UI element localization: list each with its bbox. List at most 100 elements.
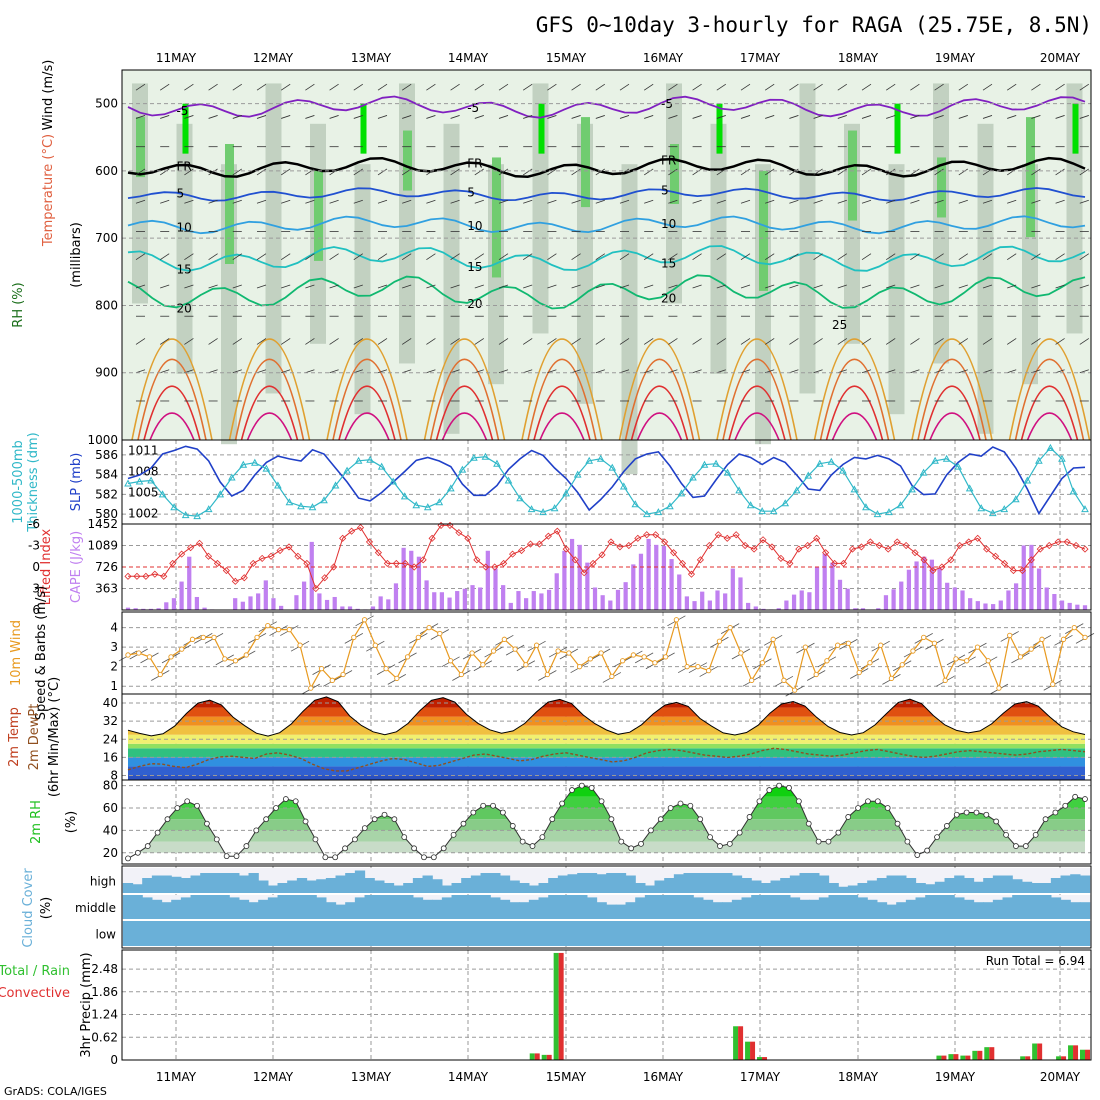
cloud-middle-bar-46 <box>567 895 578 919</box>
cloud-high-bar-78 <box>876 878 888 893</box>
cloud-high-bar-82 <box>915 883 926 893</box>
xsection-contour-label-3-2: 10 <box>661 217 676 231</box>
wind-point-16 <box>297 642 303 648</box>
xsection-wind-barb-399 <box>934 168 944 176</box>
thickness-point-64 <box>862 503 870 511</box>
wind-point-28 <box>426 624 432 631</box>
wind-point-11 <box>243 652 249 658</box>
xsection-wind-barb-393 <box>910 338 920 345</box>
xsection-wind-barb-207 <box>547 168 557 176</box>
cape-bar-52 <box>523 598 529 610</box>
xsection-wind-barb-25 <box>184 115 194 119</box>
wind-point-42 <box>576 664 583 670</box>
rh-point-43 <box>549 816 556 823</box>
slp-ytick-right-1: 1005 <box>128 486 159 500</box>
li-point-85 <box>884 545 892 553</box>
cloud-low-bar-27 <box>383 921 395 946</box>
cloud-middle-bar-5 <box>171 899 182 919</box>
xsection-wind-barb-205 <box>547 115 557 119</box>
thickness-point-69 <box>919 468 928 476</box>
xsection-wind-barb-375 <box>885 168 896 176</box>
xsection-wind-barb-292 <box>716 199 726 204</box>
xsection-wind-barb-345 <box>813 338 823 345</box>
cloud-high-bar-56 <box>664 878 675 893</box>
cloud-low-bar-71 <box>809 921 820 946</box>
thickness-point-32 <box>493 459 501 467</box>
cloud-middle-bar-8 <box>200 895 211 919</box>
xsection-wind-barb-412 <box>958 199 968 204</box>
wind-point-22 <box>361 617 368 623</box>
thickness-point-52 <box>723 468 732 476</box>
date-label-bottom-9: 20MAY <box>1040 1070 1081 1084</box>
li-point-104 <box>1054 538 1062 546</box>
cape-bar-16 <box>248 596 253 610</box>
rh-point-14 <box>263 816 270 823</box>
cloud-middle-bar-27 <box>383 895 395 919</box>
xsection-rh-moist-12 <box>670 144 679 204</box>
xsection-dome-8-0 <box>911 338 993 441</box>
cloud-high-bar-27 <box>383 883 395 893</box>
rh-point-83 <box>943 823 950 829</box>
xsection-wind-barb-192 <box>522 83 533 91</box>
cloud-low-bar-64 <box>741 921 752 946</box>
precip-conv-bar-72 <box>989 1047 995 1060</box>
cloud-middle-bar-84 <box>934 895 946 919</box>
cape-bar-47 <box>485 550 490 610</box>
xsection-wind-barb-127 <box>377 284 388 289</box>
cloud-middle-bar-36 <box>470 895 482 919</box>
xsection-wind-barb-277 <box>692 115 702 119</box>
cape-bar-91 <box>822 553 827 610</box>
rh-point-70 <box>815 838 822 845</box>
cape-axis-label: CAPE (J/kg) <box>69 531 84 603</box>
xsection-dome-8-3 <box>929 412 975 441</box>
xsection-wind-barb-187 <box>498 284 509 289</box>
cloud-middle-bar-90 <box>992 899 1004 919</box>
xsection-wind-barb-225 <box>571 338 581 345</box>
xsection-wind-barb-315 <box>764 168 775 176</box>
li-point-11 <box>222 567 230 575</box>
li-point-72 <box>768 543 776 551</box>
xsection-wind-barb-262 <box>644 369 654 374</box>
cloud-low-bar-24 <box>354 921 366 946</box>
wind-point-30 <box>447 658 454 664</box>
xsection-wind-barb-400 <box>934 199 944 204</box>
precip-conv-bar-79 <box>1073 1045 1079 1060</box>
cape-bar-43 <box>455 591 460 610</box>
li-point-91 <box>938 563 946 571</box>
temp-band-base <box>128 775 1085 780</box>
cloud-middle-bar-19 <box>306 895 317 919</box>
xsection-wind-barb-49 <box>232 115 242 119</box>
thickness-point-44 <box>631 500 640 508</box>
cloud-high-bar-59 <box>693 873 704 893</box>
wind-point-14 <box>275 626 282 633</box>
xsection-rh-moist-18 <box>937 157 946 218</box>
cape-bar-124 <box>1075 604 1080 610</box>
cloud-high-bar-94 <box>1031 883 1042 893</box>
cape-bar-111 <box>975 601 980 610</box>
cape-bar-68 <box>646 538 651 610</box>
precip-total-bar-80 <box>1080 1049 1085 1060</box>
wind-point-49 <box>652 660 658 666</box>
rh-point-87 <box>983 811 990 818</box>
thickness-point-19 <box>343 466 351 474</box>
li-point-58 <box>643 531 651 539</box>
li-point-59 <box>652 531 660 539</box>
xsection-wind-barb-463 <box>1055 284 1065 289</box>
cloud-low-bar-0 <box>122 921 134 946</box>
rh-point-1 <box>134 849 141 856</box>
xsection-wind-barb-343 <box>813 284 823 289</box>
cloud-middle-bar-69 <box>789 897 801 919</box>
xsection-wind-barb-130 <box>377 369 388 374</box>
cloud-high-bar-8 <box>200 873 211 893</box>
rh-point-21 <box>332 854 339 861</box>
wind-point-65 <box>824 658 830 664</box>
temp-ytick-1: 16 <box>103 750 118 764</box>
precip-conv-bar-75 <box>1025 1056 1031 1060</box>
li-point-48 <box>553 527 561 535</box>
rh-point-48 <box>598 798 605 805</box>
cloud-low-bar-6 <box>180 921 192 946</box>
xsection-dome-8-2 <box>923 385 981 441</box>
xsection-contour-label-3-1: 10 <box>467 219 482 233</box>
wind-point-40 <box>555 648 561 654</box>
